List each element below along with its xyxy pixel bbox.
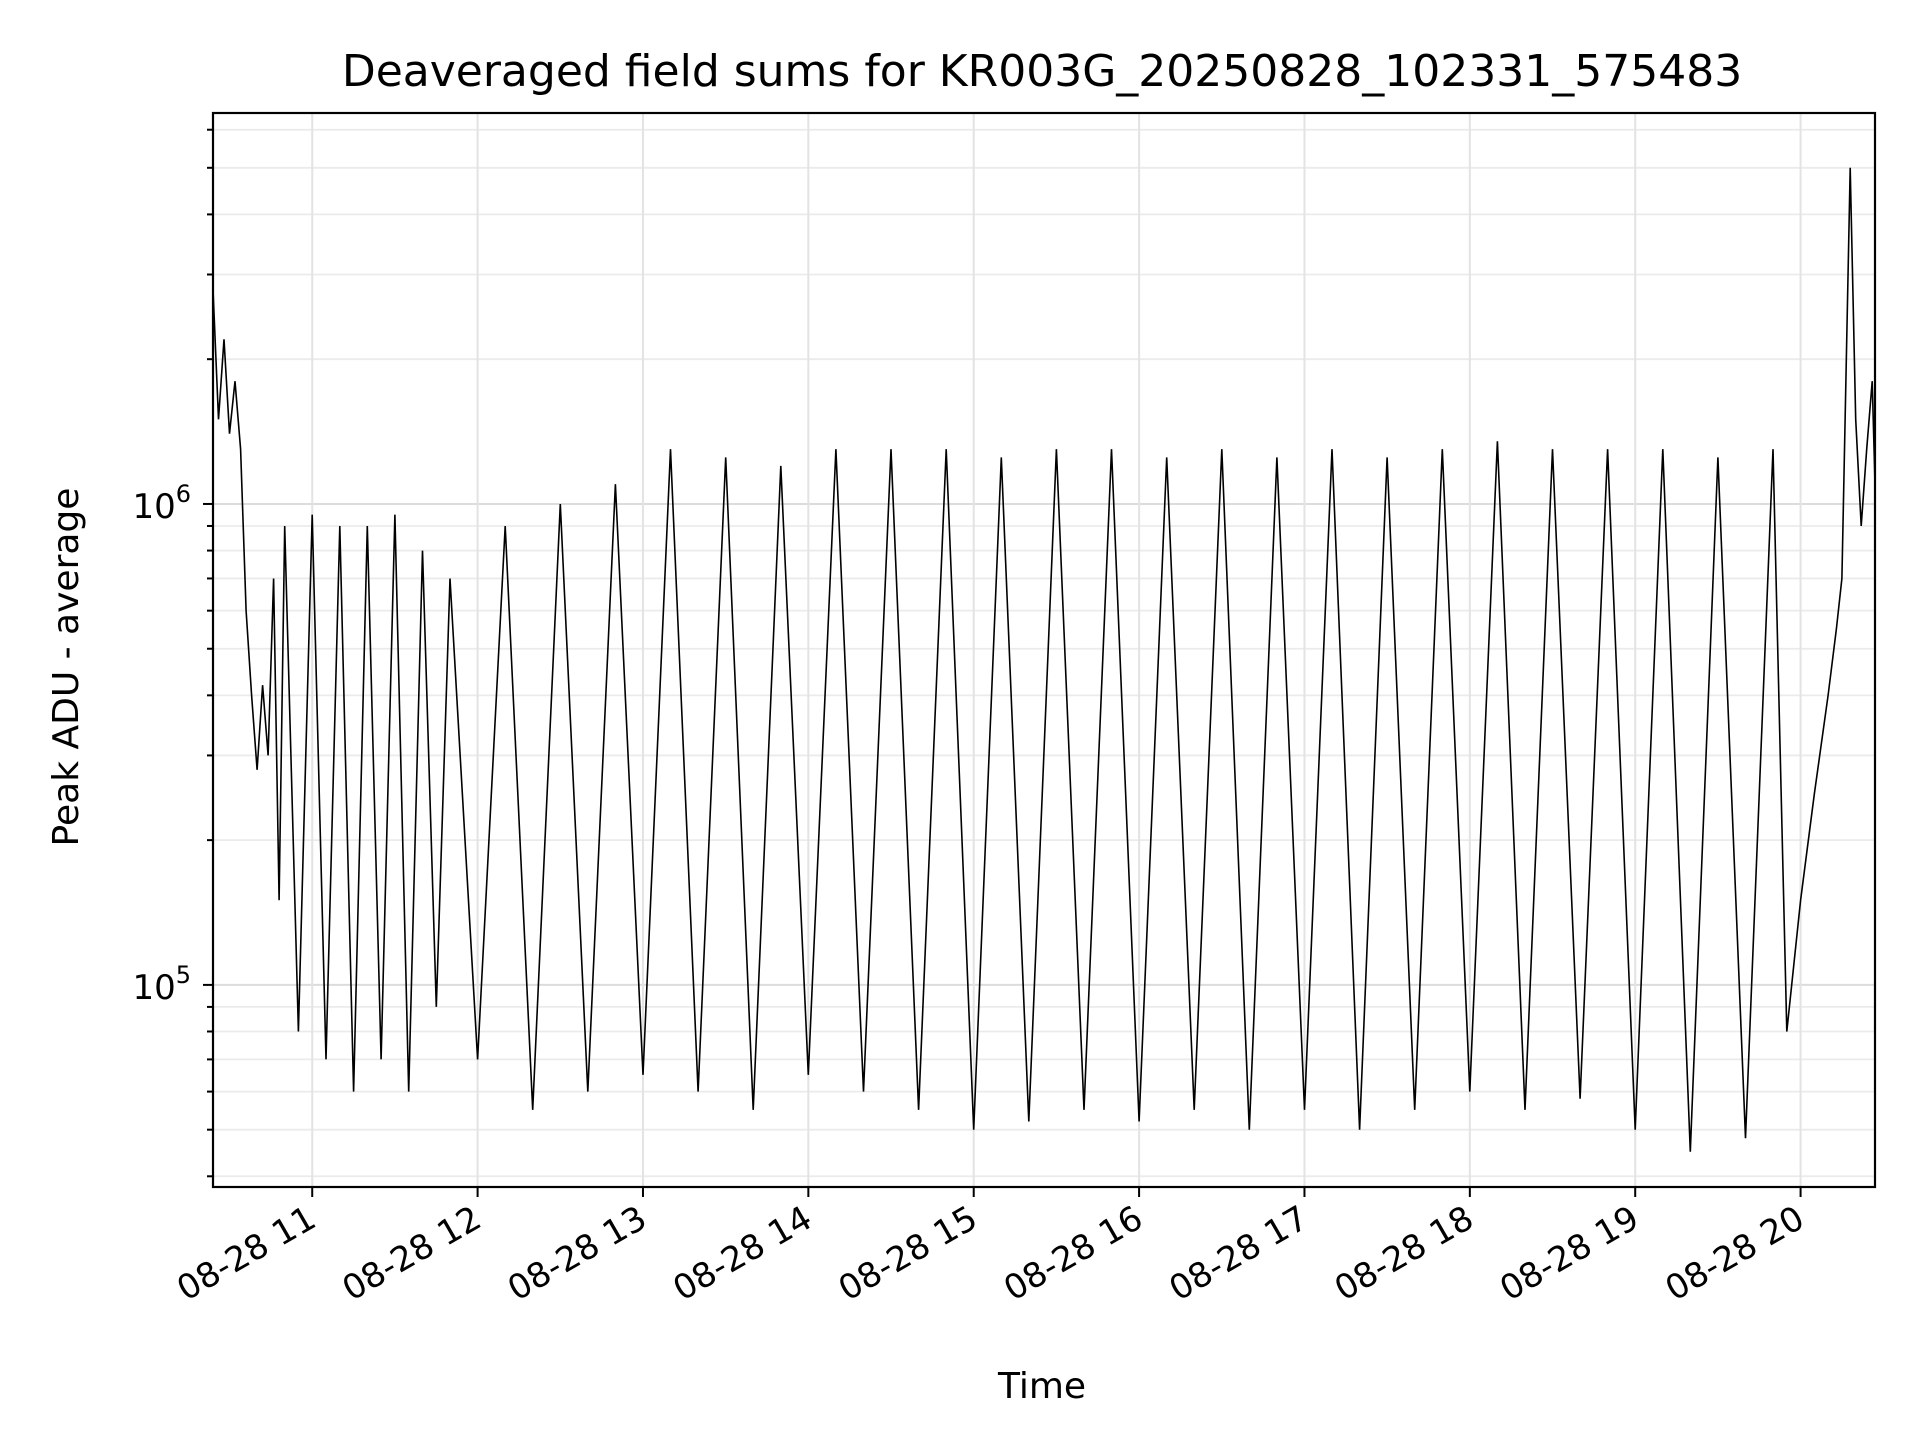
y-axis-label: Peak ADU - average	[46, 488, 87, 847]
x-axis-label: Time	[997, 1366, 1086, 1407]
chart-title: Deaveraged field sums for KR003G_2025082…	[342, 46, 1742, 97]
y-tick-label-exponent: 5	[176, 961, 191, 989]
y-tick-label-exponent: 6	[176, 480, 191, 508]
y-tick-label-base: 10	[132, 968, 175, 1008]
y-tick-label-base: 10	[132, 487, 175, 527]
